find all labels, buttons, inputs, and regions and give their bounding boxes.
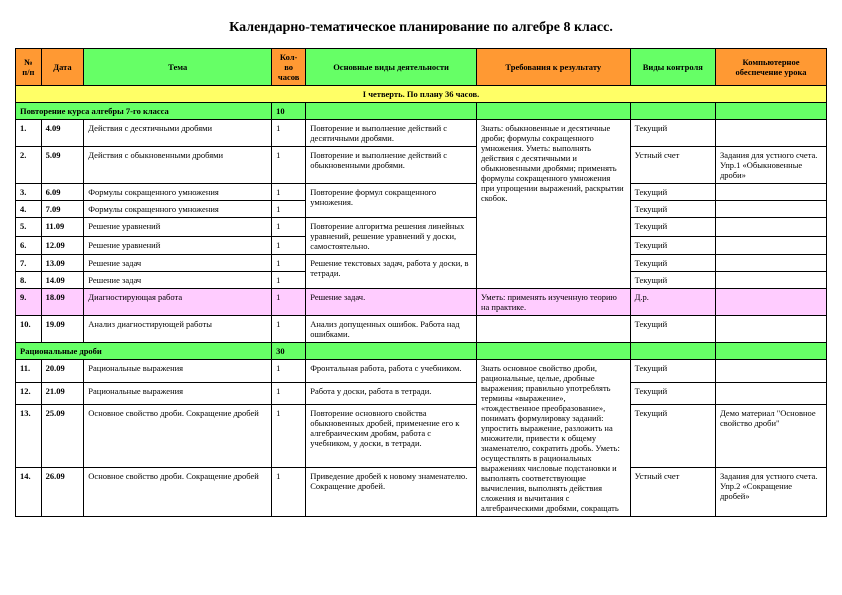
h-hours: Кол-во часов [272, 49, 306, 86]
h-control: Виды контроля [630, 49, 715, 86]
page-title: Календарно-тематическое планирование по … [15, 20, 827, 36]
section1-hours: 10 [272, 103, 306, 120]
section1-row: Повторение курса алгебры 7-го класса 10 [16, 103, 827, 120]
table-row: 14. 26.09 Основное свойство дроби. Сокра… [16, 467, 827, 516]
cell-activity: Повторение и выполнение действий с десят… [306, 120, 477, 147]
cell-hours: 1 [272, 120, 306, 147]
table-row: 13. 25.09 Основное свойство дроби. Сокра… [16, 405, 827, 468]
cell-req: Знать: обыкновенные и десятичные дроби; … [476, 120, 630, 289]
h-date: Дата [41, 49, 84, 86]
h-activity: Основные виды деятельности [306, 49, 477, 86]
h-req: Требования к результату [476, 49, 630, 86]
section2-hours: 30 [272, 343, 306, 360]
header-row: № п/п Дата Тема Кол-во часов Основные ви… [16, 49, 827, 86]
h-computer: Компьютерное обеспечение урока [715, 49, 826, 86]
section1-title: Повторение курса алгебры 7-го класса [16, 103, 272, 120]
h-num: № п/п [16, 49, 42, 86]
cell-num: 1. [16, 120, 42, 147]
cell-topic: Действия с десятичными дробями [84, 120, 272, 147]
cell-date: 4.09 [41, 120, 84, 147]
table-row: 5. 11.09 Решение уравнений 1 Повторение … [16, 218, 827, 237]
cell-control: Текущий [630, 120, 715, 147]
table-row: 1. 4.09 Действия с десятичными дробями 1… [16, 120, 827, 147]
quarter-label: I четверть. По плану 36 часов. [16, 86, 827, 103]
table-row: 12. 21.09 Рациональные выражения 1 Работ… [16, 382, 827, 405]
h-topic: Тема [84, 49, 272, 86]
table-row: 7. 13.09 Решение задач 1 Решение текстов… [16, 255, 827, 272]
table-row: 10. 19.09 Анализ диагностирующей работы … [16, 316, 827, 343]
table-row: 9. 18.09 Диагностирующая работа 1 Решени… [16, 289, 827, 316]
table-row: 11. 20.09 Рациональные выражения 1 Фронт… [16, 360, 827, 383]
table-row: 2. 5.09 Действия с обыкновенными дробями… [16, 147, 827, 184]
cell-comp [715, 120, 826, 147]
quarter-row: I четверть. По плану 36 часов. [16, 86, 827, 103]
table-row: 3. 6.09 Формулы сокращенного умножения 1… [16, 184, 827, 201]
plan-table: № п/п Дата Тема Кол-во часов Основные ви… [15, 48, 827, 517]
section2-title: Рациональные дроби [16, 343, 272, 360]
section2-row: Рациональные дроби 30 [16, 343, 827, 360]
